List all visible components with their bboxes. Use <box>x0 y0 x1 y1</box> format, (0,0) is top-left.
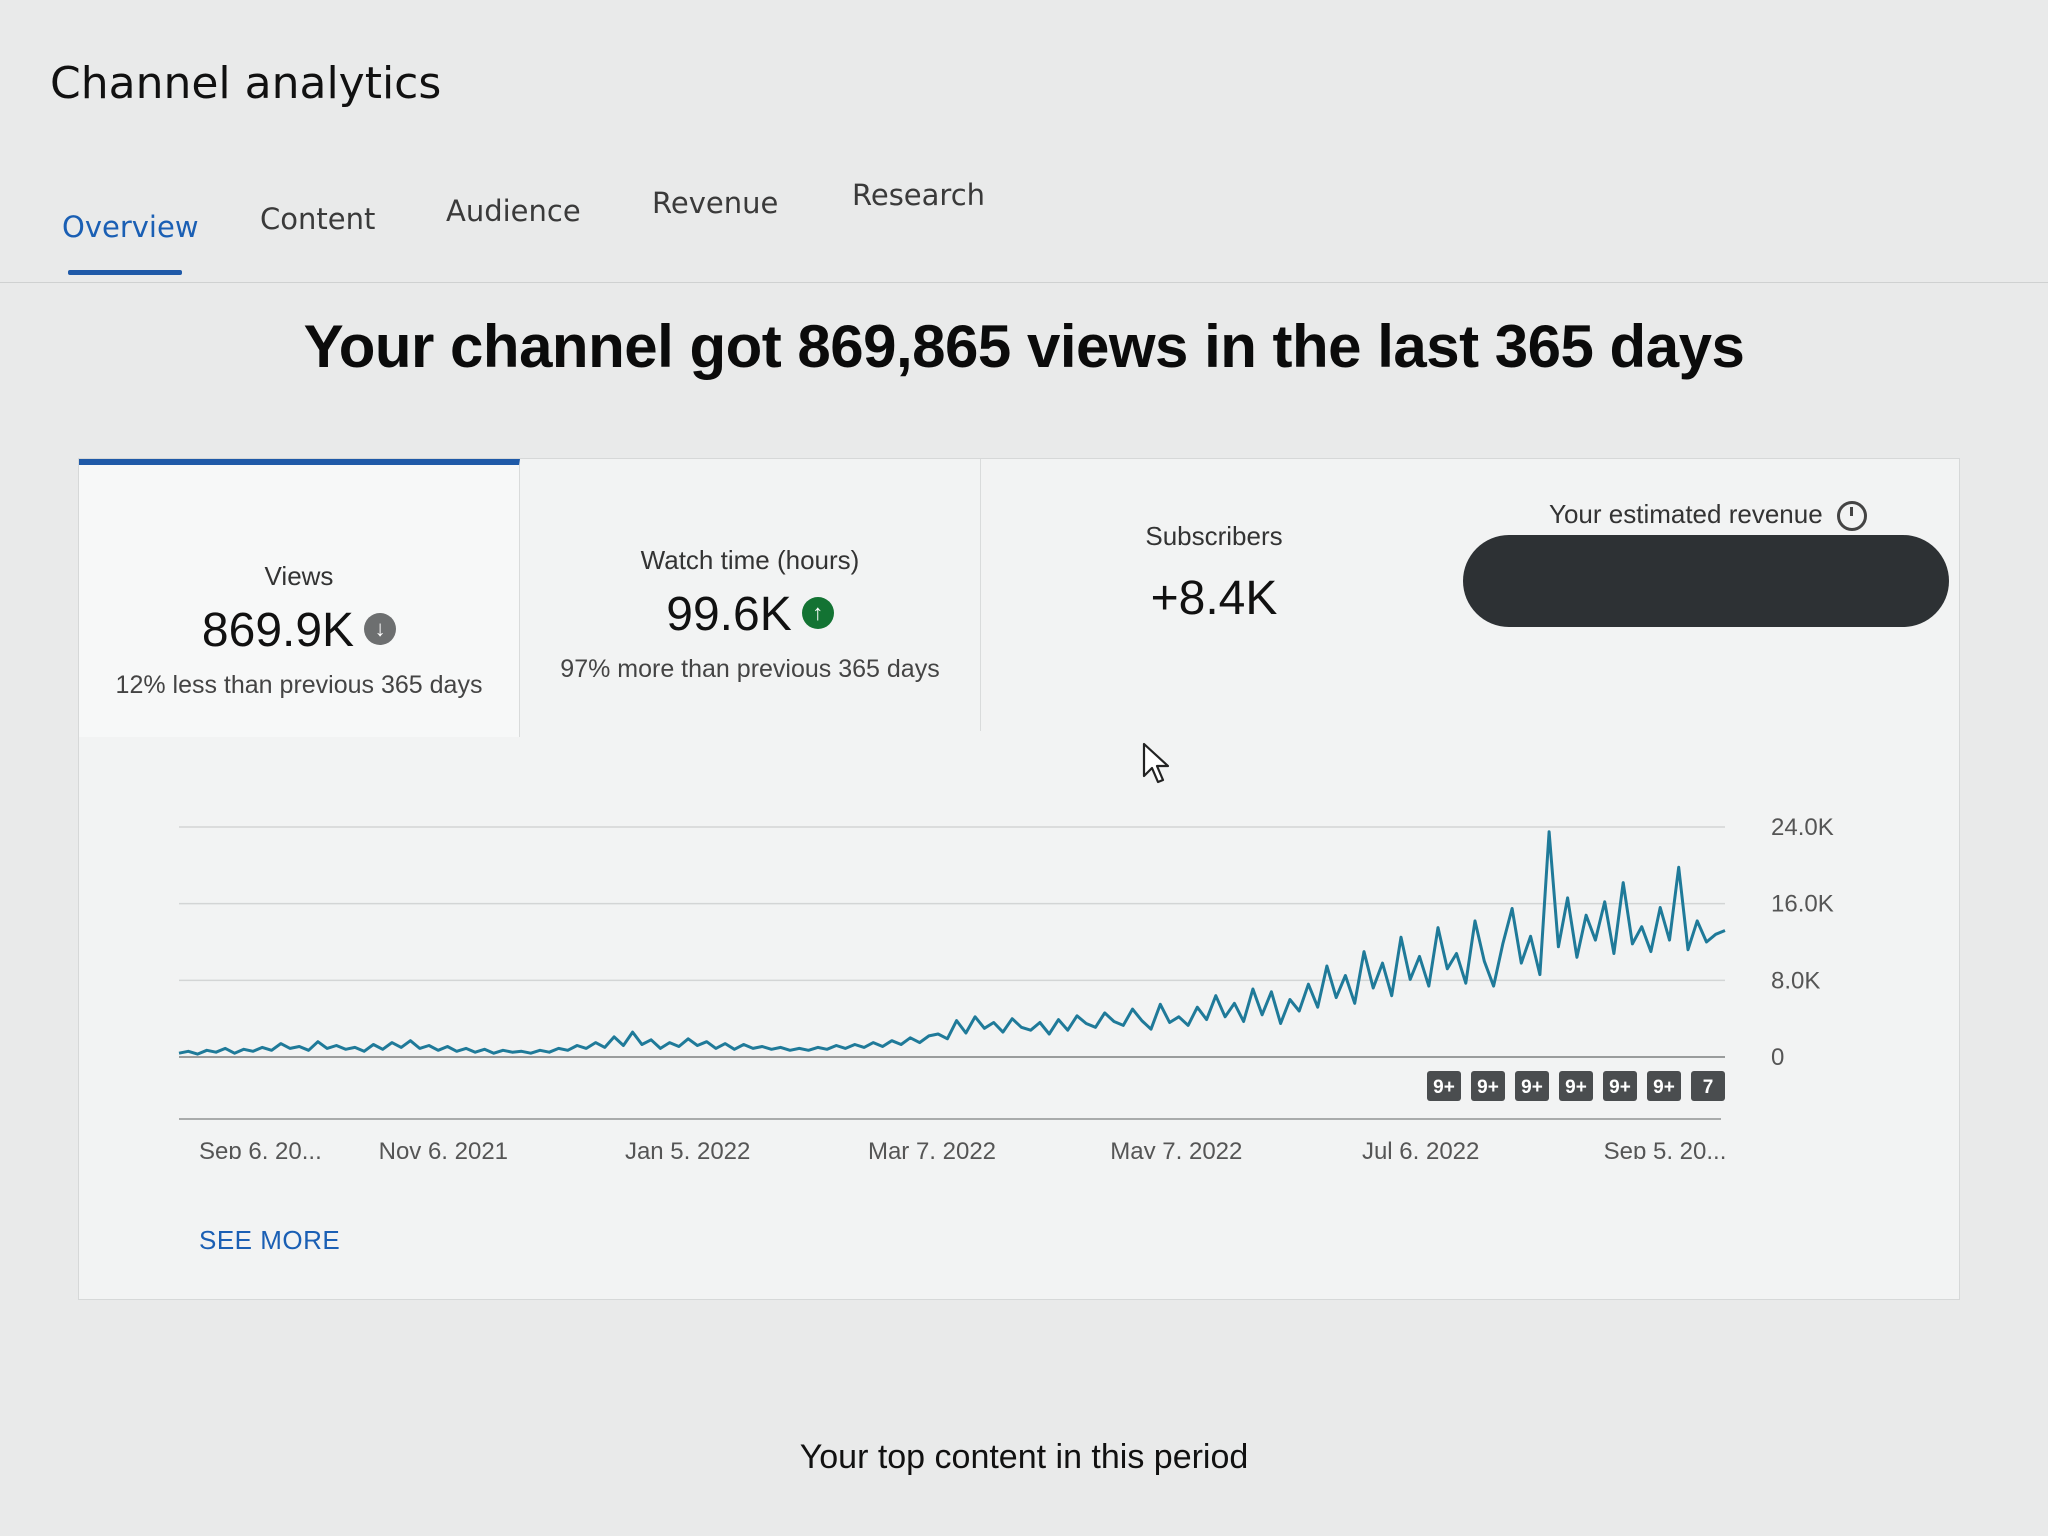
top-content-heading: Your top content in this period <box>799 1438 1249 1476</box>
tab-revenue[interactable]: Revenue <box>652 186 779 220</box>
summary-headline: Your channel got 869,865 views in the la… <box>303 313 1745 380</box>
upload-marker-badge[interactable]: 9+ <box>1427 1071 1461 1101</box>
badge-box <box>1471 1071 1505 1101</box>
tab-research[interactable]: Research <box>852 178 986 212</box>
upload-marker-badge[interactable]: 9+ <box>1559 1071 1593 1101</box>
overview-card: Views 869.9K ↓ 12% less than previous 365… <box>78 458 1960 1300</box>
active-tab-indicator <box>68 270 182 275</box>
metric-subscribers-value: +8.4K <box>1150 572 1278 625</box>
tab-audience[interactable]: Audience <box>446 194 581 228</box>
upload-marker-badge[interactable]: 9+ <box>1603 1071 1637 1101</box>
metric-revenue[interactable]: Your estimated revenue <box>1549 499 1867 532</box>
badge-label: 7 <box>1703 1077 1714 1098</box>
metric-watch-time[interactable]: Watch time (hours) 99.6K ↑ 97% more than … <box>520 459 981 731</box>
views-line-chart: Sep 6, 20... Nov 6, 2021 Jan 5, 2022 Mar 7,… <box>178 814 1834 1159</box>
badge-label: 9+ <box>1433 1077 1455 1098</box>
metric-subscribers-label: Subscribers <box>1145 521 1283 551</box>
metric-revenue-label: Your estimated revenue <box>1549 499 1823 529</box>
y-tick-label: 16.0K <box>1771 891 1834 918</box>
badge-label: 9+ <box>1521 1077 1543 1098</box>
revenue-redaction <box>1463 535 1949 627</box>
metric-watch-time-value: 99.6K ↑ <box>520 587 980 642</box>
y-tick-label: 0 <box>1771 1044 1784 1071</box>
metric-subscribers[interactable]: Subscribers +8.4K <box>981 459 1447 731</box>
x-tick-label: May 7, 2022 <box>1110 1138 1242 1159</box>
x-tick-label: Jul 6, 2022 <box>1362 1138 1479 1159</box>
metric-views-value: 869.9K ↓ <box>79 603 519 658</box>
info-icon[interactable] <box>1836 501 1867 532</box>
metric-watch-time-note: 97% more than previous 365 days <box>560 655 940 683</box>
badge-box <box>1515 1071 1549 1101</box>
x-tick-label: Nov 6, 2021 <box>379 1138 508 1159</box>
metric-views-label: Views <box>264 561 334 591</box>
badge-box <box>1691 1071 1725 1101</box>
badge-label: 9+ <box>1565 1077 1587 1098</box>
mouse-cursor-icon <box>1142 742 1170 784</box>
upload-marker-badge[interactable]: 9+ <box>1515 1071 1549 1101</box>
x-tick-label: Sep 5, 20... <box>1604 1138 1727 1159</box>
x-tick-label: Mar 7, 2022 <box>868 1138 996 1159</box>
badge-box <box>1647 1071 1681 1101</box>
badge-box <box>1559 1071 1593 1101</box>
x-tick-label: Sep 6, 20... <box>199 1138 322 1159</box>
metric-watch-time-label: Watch time (hours) <box>640 545 860 575</box>
y-tick-label: 8.0K <box>1771 967 1820 994</box>
upload-marker-badge[interactable]: 9+ <box>1471 1071 1505 1101</box>
tab-content[interactable]: Content <box>260 202 376 236</box>
views-series-line <box>178 830 1726 1056</box>
badge-label: 9+ <box>1477 1077 1499 1098</box>
upload-marker-badge[interactable]: 7 <box>1691 1071 1725 1101</box>
badge-label: 9+ <box>1653 1077 1675 1098</box>
metric-views-note: 12% less than previous 365 days <box>115 671 483 699</box>
badge-label: 9+ <box>1609 1077 1631 1098</box>
arrow-down-icon: ↓ <box>364 613 397 646</box>
tab-overview[interactable]: Overview <box>62 210 199 244</box>
arrow-up-icon: ↑ <box>801 597 834 630</box>
badge-box <box>1603 1071 1637 1101</box>
x-tick-label: Jan 5, 2022 <box>625 1138 750 1159</box>
tab-bar: Overview Content Audience Revenue Resear… <box>0 178 2048 283</box>
badge-box <box>1427 1071 1461 1101</box>
y-tick-label: 24.0K <box>1771 814 1834 841</box>
page-title: Channel analytics <box>50 58 442 109</box>
see-more-link[interactable]: SEE MORE <box>199 1225 341 1255</box>
metric-views[interactable]: Views 869.9K ↓ 12% less than previous 365… <box>79 459 520 737</box>
upload-marker-badge[interactable]: 9+ <box>1647 1071 1681 1101</box>
